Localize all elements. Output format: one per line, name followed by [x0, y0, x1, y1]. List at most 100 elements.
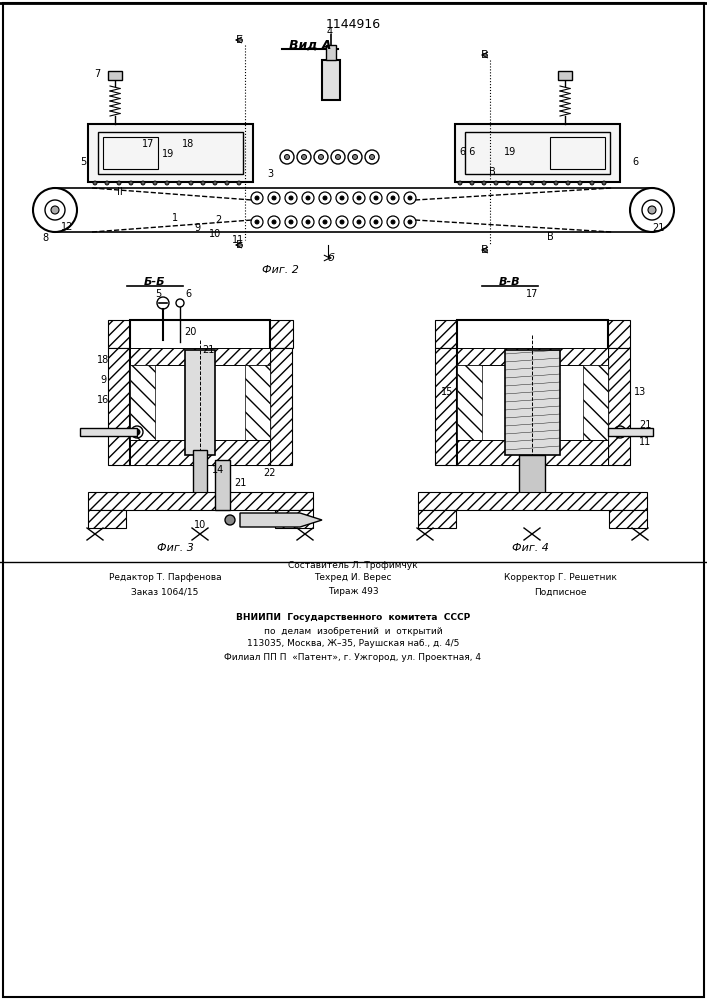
Bar [457, 348, 608, 365]
Text: по  делам  изобретений  и  открытий: по делам изобретений и открытий [264, 626, 443, 636]
Circle shape [336, 154, 341, 159]
Bar [130, 348, 270, 365]
Text: Редактор Т. Парфенова: Редактор Т. Парфенова [109, 574, 221, 582]
Text: Фиг. 2: Фиг. 2 [262, 265, 298, 275]
Bar [275, 510, 313, 528]
Text: 12: 12 [61, 222, 74, 232]
Text: В: В [547, 232, 554, 242]
Bar [98, 132, 243, 174]
Bar [609, 510, 647, 528]
Circle shape [318, 154, 324, 159]
Circle shape [340, 220, 344, 224]
Bar [418, 492, 647, 510]
Bar [435, 348, 457, 465]
Text: Б-Б: Б-Б [144, 277, 166, 287]
Text: II: II [117, 187, 123, 197]
Bar [103, 137, 158, 169]
Bar [108, 320, 293, 348]
Circle shape [177, 181, 181, 185]
Bar [270, 348, 292, 465]
Text: Фиг. 3: Фиг. 3 [156, 543, 194, 553]
Text: В: В [489, 167, 496, 177]
Bar [608, 348, 630, 465]
Text: 9: 9 [100, 375, 106, 385]
Text: 2: 2 [215, 215, 221, 225]
Bar [108, 71, 122, 80]
Circle shape [51, 206, 59, 214]
Circle shape [494, 181, 498, 185]
Circle shape [323, 220, 327, 224]
Circle shape [408, 196, 412, 200]
Circle shape [306, 220, 310, 224]
Circle shape [289, 196, 293, 200]
Circle shape [357, 196, 361, 200]
Circle shape [237, 181, 241, 185]
Circle shape [306, 196, 310, 200]
Bar [130, 440, 270, 465]
Circle shape [357, 220, 361, 224]
Circle shape [374, 196, 378, 200]
Circle shape [506, 181, 510, 185]
Bar [558, 71, 572, 80]
Bar [185, 350, 215, 455]
Bar [455, 124, 620, 182]
Text: 14: 14 [212, 465, 224, 475]
Circle shape [482, 181, 486, 185]
Circle shape [602, 181, 606, 185]
Text: 10: 10 [194, 520, 206, 530]
Bar [457, 440, 608, 465]
Text: Б: Б [236, 35, 244, 45]
Text: 21: 21 [639, 420, 651, 430]
Text: 6: 6 [185, 289, 191, 299]
Text: 22: 22 [264, 468, 276, 478]
Text: 7: 7 [94, 69, 100, 79]
Bar [583, 365, 608, 440]
Bar [80, 428, 137, 436]
Circle shape [225, 181, 229, 185]
Text: 113035, Москва, Ж–35, Раушская наб., д. 4/5: 113035, Москва, Ж–35, Раушская наб., д. … [247, 640, 459, 648]
Circle shape [284, 154, 289, 159]
Bar [130, 365, 155, 440]
Bar [608, 428, 653, 436]
Bar [108, 348, 130, 465]
Text: 6: 6 [632, 157, 638, 167]
Circle shape [289, 220, 293, 224]
Text: В: В [481, 245, 489, 255]
Bar [550, 137, 605, 169]
Text: 11: 11 [232, 235, 244, 245]
Circle shape [408, 220, 412, 224]
Text: 21: 21 [201, 345, 214, 355]
Circle shape [566, 181, 570, 185]
Text: 18: 18 [182, 139, 194, 149]
Text: Филиал ПП П  «Патент», г. Ужгород, ул. Проектная, 4: Филиал ПП П «Патент», г. Ужгород, ул. Пр… [225, 652, 481, 662]
Circle shape [201, 181, 205, 185]
Circle shape [129, 181, 133, 185]
Circle shape [542, 181, 546, 185]
Text: Подписное: Подписное [534, 587, 586, 596]
Circle shape [225, 515, 235, 525]
Text: В: В [481, 50, 489, 60]
Circle shape [153, 181, 157, 185]
Circle shape [272, 196, 276, 200]
Bar [215, 460, 230, 510]
Bar [457, 365, 482, 440]
Circle shape [391, 196, 395, 200]
Bar [130, 320, 270, 465]
Text: Б: Б [236, 240, 244, 250]
Bar [505, 350, 560, 455]
Circle shape [272, 220, 276, 224]
Circle shape [391, 220, 395, 224]
Text: Фиг. 4: Фиг. 4 [512, 543, 549, 553]
Circle shape [213, 181, 217, 185]
Text: Тираж 493: Тираж 493 [327, 587, 378, 596]
Text: 1144916: 1144916 [325, 18, 380, 31]
Text: ВНИИПИ  Государственного  комитета  СССР: ВНИИПИ Государственного комитета СССР [236, 613, 470, 622]
Circle shape [165, 181, 169, 185]
Text: 11: 11 [639, 437, 651, 447]
Circle shape [323, 196, 327, 200]
Bar [88, 124, 253, 182]
Text: 9: 9 [194, 223, 200, 233]
Text: Составитель Л. Трофимчук: Составитель Л. Трофимчук [288, 562, 418, 570]
Bar [88, 510, 126, 528]
Circle shape [554, 181, 558, 185]
